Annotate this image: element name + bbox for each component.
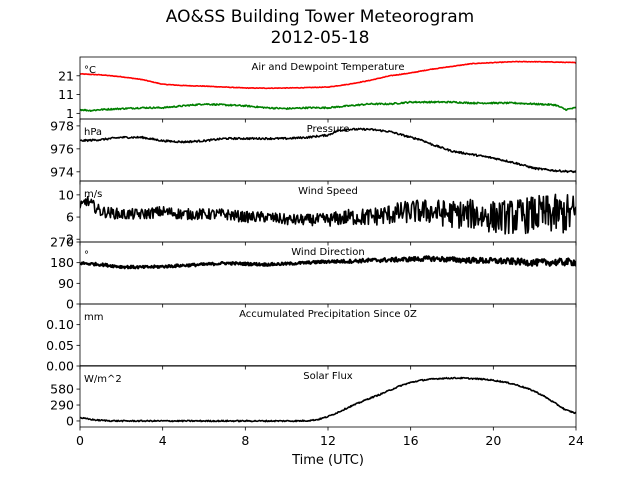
wind_speed-ytick-label: 2 [66, 232, 74, 247]
pressure-unit-label: hPa [84, 127, 102, 138]
precipitation-ytick-label: 0.10 [46, 317, 74, 332]
x-tick-label: 4 [159, 433, 167, 448]
chart-subtitle: 2012-05-18 [270, 28, 370, 48]
panel-wind_direction: 0 90 180 270 ° Wind Direction [50, 235, 577, 312]
wind_speed-unit-label: m/s [84, 189, 102, 200]
x-tick-label: 16 [403, 433, 419, 448]
panel-wind_speed: 2 6 10 m/s Wind Speed [58, 180, 577, 247]
wind_direction-series-0-line [80, 255, 576, 270]
solar-unit-label: W/m^2 [84, 374, 122, 385]
precipitation-ytick-label: 0.00 [46, 359, 74, 374]
wind_speed-panel-title: Wind Speed [298, 186, 358, 197]
pressure-ytick-label: 976 [50, 141, 74, 156]
precipitation-ytick-label: 0.05 [46, 338, 74, 353]
solar-series-0-line [80, 376, 576, 423]
precipitation-panel-title: Accumulated Precipitation Since 0Z [239, 309, 417, 320]
temperature-unit-label: °C [84, 65, 96, 76]
wind_speed-ytick-label: 6 [66, 210, 74, 225]
x-tick-label: 24 [568, 433, 584, 448]
pressure-series-0-line [80, 127, 576, 174]
wind_speed-ytick-label: 10 [58, 187, 74, 202]
temperature-series-0-line [80, 60, 576, 90]
pressure-ytick-label: 978 [50, 118, 74, 133]
temperature-series-1-line [80, 100, 576, 113]
pressure-ytick-label: 974 [50, 164, 74, 179]
wind_direction-ytick-label: 180 [50, 255, 74, 270]
solar-ytick-label: 580 [50, 382, 74, 397]
precipitation-unit-label: mm [84, 312, 103, 323]
temperature-ytick-label: 21 [58, 68, 74, 83]
panel-pressure: 974 976 978 hPa Pressure [50, 118, 577, 185]
x-tick-label: 20 [485, 433, 501, 448]
wind_direction-panel-title: Wind Direction [291, 247, 365, 258]
chart-title: AO&SS Building Tower Meteorogram [165, 7, 475, 27]
wind_direction-ytick-label: 0 [66, 297, 74, 312]
temperature-ytick-label: 1 [66, 106, 74, 121]
wind_speed-series-0-line [80, 193, 576, 235]
panel-precipitation: 0.00 0.05 0.10 mm Accumulated Precipitation … [46, 303, 577, 374]
solar-ytick-label: 0 [66, 413, 74, 428]
wind_direction-ytick-label: 270 [50, 235, 74, 250]
temperature-panel-title: Air and Dewpoint Temperature [252, 62, 405, 73]
x-tick-label: 8 [241, 433, 249, 448]
temperature-ytick-label: 11 [58, 87, 74, 102]
pressure-panel-title: Pressure [307, 124, 350, 135]
x-tick-label: 12 [320, 433, 336, 448]
x-axis-label: Time (UTC) [292, 453, 364, 468]
wind_direction-unit-label: ° [84, 250, 89, 261]
solar-ytick-label: 290 [50, 398, 74, 413]
wind_direction-ytick-label: 90 [58, 276, 74, 291]
solar-panel-title: Solar Flux [303, 371, 353, 382]
x-tick-label: 0 [76, 433, 84, 448]
